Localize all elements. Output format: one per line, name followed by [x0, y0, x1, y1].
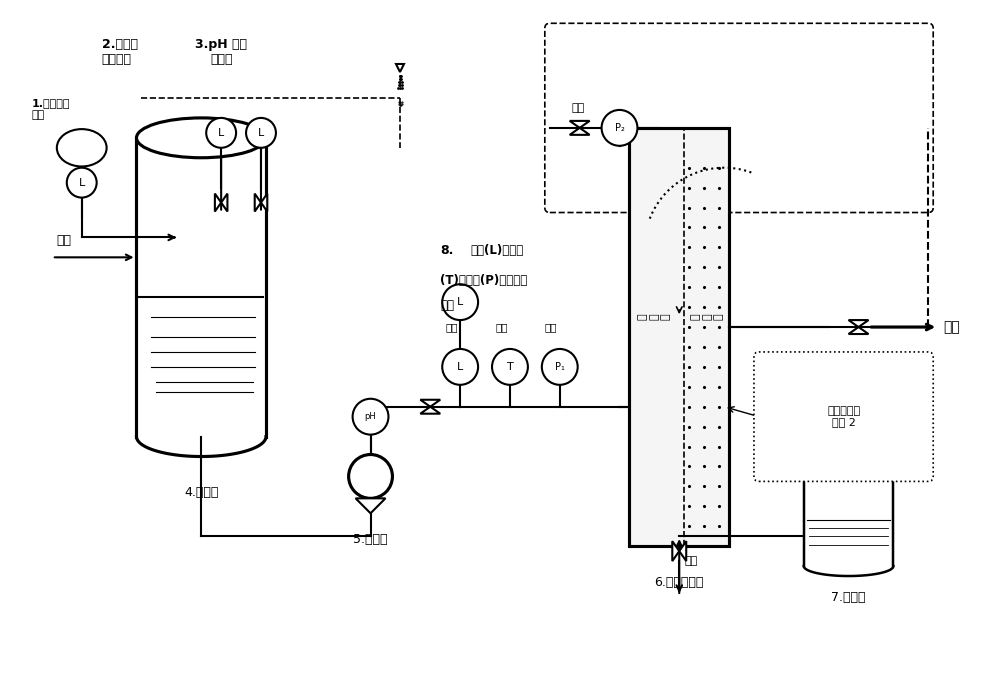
Text: (T)、压力(P)检测控制: (T)、压力(P)检测控制 — [440, 274, 527, 287]
Polygon shape — [221, 194, 227, 211]
Text: 3.pH 调整
高位槽: 3.pH 调整 高位槽 — [195, 38, 247, 66]
Polygon shape — [420, 407, 440, 414]
Ellipse shape — [136, 118, 266, 158]
Text: 压力: 压力 — [545, 322, 557, 332]
Polygon shape — [849, 320, 868, 327]
Text: 8.: 8. — [440, 244, 454, 257]
Text: 6.膜及膜组件: 6.膜及膜组件 — [655, 576, 704, 589]
Circle shape — [542, 349, 578, 385]
Circle shape — [206, 118, 236, 148]
Text: 5.循环泵: 5.循环泵 — [353, 533, 388, 546]
Polygon shape — [679, 541, 686, 561]
Text: 动态膜结构
见图 2: 动态膜结构 见图 2 — [827, 406, 860, 427]
Text: 排污: 排污 — [684, 556, 697, 566]
Text: P₂: P₂ — [615, 123, 624, 133]
Circle shape — [246, 118, 276, 148]
Circle shape — [442, 284, 478, 320]
Text: 流量(L)、温度: 流量(L)、温度 — [470, 244, 523, 257]
Text: L: L — [218, 128, 224, 138]
Text: 压力: 压力 — [571, 103, 585, 113]
Text: 7.回收槽: 7.回收槽 — [831, 591, 866, 604]
Ellipse shape — [804, 456, 893, 477]
Polygon shape — [672, 541, 679, 561]
FancyBboxPatch shape — [754, 352, 933, 481]
Text: T: T — [507, 362, 513, 372]
Text: 1.双氧水高
位槽: 1.双氧水高 位槽 — [32, 98, 70, 120]
Text: pH: pH — [365, 412, 376, 421]
Text: 产水: 产水 — [943, 320, 960, 334]
Circle shape — [492, 349, 528, 385]
Polygon shape — [215, 194, 221, 211]
Polygon shape — [420, 399, 440, 407]
Text: 2.含铁矿
粉混合槽: 2.含铁矿 粉混合槽 — [102, 38, 138, 66]
Ellipse shape — [57, 129, 107, 167]
Polygon shape — [261, 194, 267, 211]
Text: 产
水
侧: 产 水 侧 — [691, 313, 724, 320]
Text: 循
环
侧: 循 环 侧 — [638, 313, 671, 320]
Circle shape — [353, 399, 388, 435]
Text: 装置: 装置 — [440, 299, 454, 312]
Text: 污水: 污水 — [57, 234, 72, 247]
Circle shape — [67, 168, 97, 198]
Text: L: L — [258, 128, 264, 138]
Polygon shape — [570, 121, 590, 128]
Circle shape — [349, 454, 392, 498]
Bar — [629, 128, 729, 546]
Text: 温度: 温度 — [495, 322, 508, 332]
Polygon shape — [356, 498, 385, 513]
Circle shape — [442, 349, 478, 385]
Polygon shape — [849, 327, 868, 334]
Circle shape — [602, 110, 637, 146]
Polygon shape — [255, 194, 261, 211]
Text: 4.循环槽: 4.循环槽 — [184, 486, 218, 500]
Text: L: L — [457, 362, 463, 372]
Text: 流量: 流量 — [445, 322, 458, 332]
Text: P₁: P₁ — [555, 362, 565, 372]
Text: L: L — [79, 177, 85, 188]
Polygon shape — [570, 128, 590, 135]
Text: L: L — [457, 297, 463, 307]
